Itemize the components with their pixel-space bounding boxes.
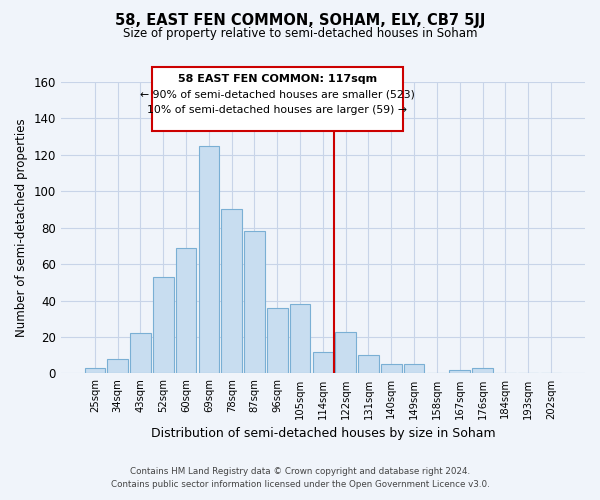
X-axis label: Distribution of semi-detached houses by size in Soham: Distribution of semi-detached houses by … xyxy=(151,427,495,440)
Text: Contains HM Land Registry data © Crown copyright and database right 2024.
Contai: Contains HM Land Registry data © Crown c… xyxy=(110,467,490,489)
Bar xyxy=(381,364,401,374)
Text: 58, EAST FEN COMMON, SOHAM, ELY, CB7 5JJ: 58, EAST FEN COMMON, SOHAM, ELY, CB7 5JJ xyxy=(115,12,485,28)
Bar xyxy=(176,248,196,374)
Text: Size of property relative to semi-detached houses in Soham: Size of property relative to semi-detach… xyxy=(123,28,477,40)
Bar xyxy=(472,368,493,374)
Text: ← 90% of semi-detached houses are smaller (523): ← 90% of semi-detached houses are smalle… xyxy=(140,89,415,99)
Bar xyxy=(449,370,470,374)
Bar xyxy=(221,210,242,374)
FancyBboxPatch shape xyxy=(152,67,403,131)
Bar xyxy=(153,277,173,374)
Bar xyxy=(199,146,219,374)
Bar xyxy=(130,334,151,374)
Bar xyxy=(335,332,356,374)
Bar xyxy=(358,355,379,374)
Bar xyxy=(313,352,333,374)
Bar xyxy=(290,304,310,374)
Bar xyxy=(267,308,287,374)
Text: 58 EAST FEN COMMON: 117sqm: 58 EAST FEN COMMON: 117sqm xyxy=(178,74,377,85)
Bar xyxy=(244,231,265,374)
Bar xyxy=(107,359,128,374)
Text: 10% of semi-detached houses are larger (59) →: 10% of semi-detached houses are larger (… xyxy=(147,106,407,116)
Y-axis label: Number of semi-detached properties: Number of semi-detached properties xyxy=(15,118,28,337)
Bar xyxy=(404,364,424,374)
Bar xyxy=(85,368,105,374)
